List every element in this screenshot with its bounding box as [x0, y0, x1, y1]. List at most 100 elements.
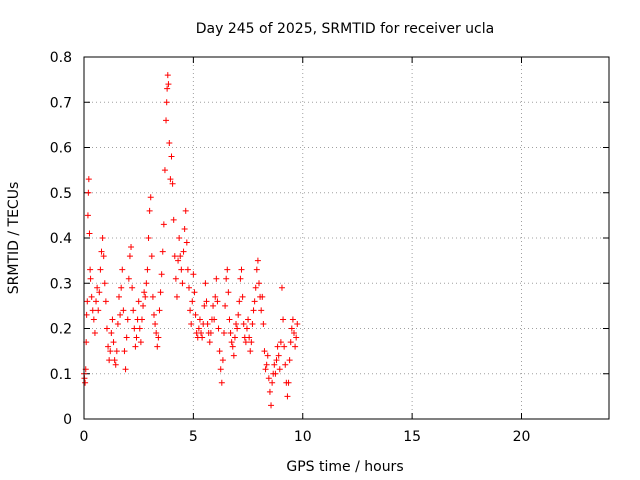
y-tick-label: 0.3 [50, 276, 72, 292]
data-point [103, 325, 110, 332]
data-point [109, 316, 116, 323]
data-point [188, 320, 195, 327]
data-point [85, 176, 92, 183]
data-point [286, 357, 293, 364]
data-point [216, 348, 223, 355]
data-point [274, 343, 281, 350]
data-point [145, 235, 152, 241]
data-point [293, 334, 300, 341]
data-point [146, 207, 153, 214]
data-point [172, 275, 179, 282]
data-point [169, 180, 176, 187]
data-point [132, 343, 139, 350]
data-point [135, 298, 142, 305]
data-point [239, 293, 246, 300]
y-axis-label: SRMTID / TECUs [6, 182, 22, 295]
data-point [240, 320, 247, 327]
data-point [191, 289, 198, 296]
data-point [230, 352, 237, 359]
x-axis-label: GPS time / hours [286, 459, 403, 475]
data-point [178, 266, 185, 273]
data-point [171, 253, 178, 260]
data-point [266, 388, 273, 395]
data-point [254, 257, 261, 264]
data-point [98, 248, 105, 255]
data-point [256, 280, 262, 287]
data-point [124, 316, 131, 323]
data-point [100, 253, 107, 260]
data-point [294, 320, 301, 327]
data-point [121, 348, 128, 355]
data-point [136, 325, 143, 332]
data-point [180, 248, 187, 255]
data-point [173, 293, 180, 300]
data-point [273, 357, 280, 364]
data-point [247, 348, 254, 355]
data-point [140, 302, 147, 309]
data-point [114, 320, 121, 327]
data-point [93, 298, 100, 305]
data-point [236, 298, 243, 305]
data-point [126, 253, 133, 260]
data-point [284, 393, 291, 400]
data-point [87, 275, 94, 282]
data-point [108, 330, 115, 337]
data-point [215, 325, 222, 332]
data-point [219, 357, 226, 364]
data-point [95, 307, 102, 314]
data-point [263, 361, 270, 368]
data-point [223, 275, 230, 282]
data-point [182, 207, 189, 214]
data-point [207, 330, 214, 337]
data-point [119, 266, 126, 273]
data-point [195, 325, 202, 332]
data-point [86, 230, 93, 237]
data-point [252, 284, 259, 291]
data-point [161, 167, 168, 174]
chart-title: Day 245 of 2025, SRMTID for receiver ucl… [196, 21, 494, 37]
data-point [113, 348, 120, 355]
data-point [97, 266, 104, 273]
data-point [170, 216, 177, 223]
y-tick-label: 0.5 [50, 186, 72, 202]
x-tick-label: 15 [403, 429, 421, 445]
data-point [168, 153, 175, 160]
data-point [120, 307, 127, 314]
x-tick-label: 20 [513, 429, 531, 445]
data-point [262, 366, 269, 373]
data-point [226, 316, 233, 323]
data-point [158, 271, 165, 278]
data-points [81, 72, 301, 409]
data-point [203, 298, 210, 305]
data-point [183, 239, 190, 246]
data-point [221, 330, 227, 337]
data-point [128, 244, 135, 251]
data-point [154, 343, 161, 350]
plot-frame [83, 56, 610, 420]
data-point [112, 361, 119, 368]
data-point [186, 284, 192, 291]
data-point [235, 311, 242, 318]
data-point [212, 293, 219, 300]
data-point [202, 280, 209, 287]
y-tick-label: 0.8 [50, 50, 72, 66]
data-point [269, 379, 276, 386]
x-tick-label: 10 [294, 429, 312, 445]
data-point [94, 284, 101, 291]
data-point [213, 275, 220, 282]
data-point [242, 339, 249, 346]
data-point [190, 271, 197, 278]
data-point [90, 316, 97, 323]
data-point [281, 343, 288, 350]
data-point [206, 339, 213, 346]
data-point [184, 266, 191, 273]
data-point [84, 212, 91, 219]
data-point [265, 375, 272, 382]
data-point [224, 266, 231, 273]
data-point [198, 330, 205, 337]
data-point [144, 266, 151, 273]
data-point [260, 320, 267, 327]
data-point [153, 330, 160, 337]
data-point [156, 307, 163, 314]
